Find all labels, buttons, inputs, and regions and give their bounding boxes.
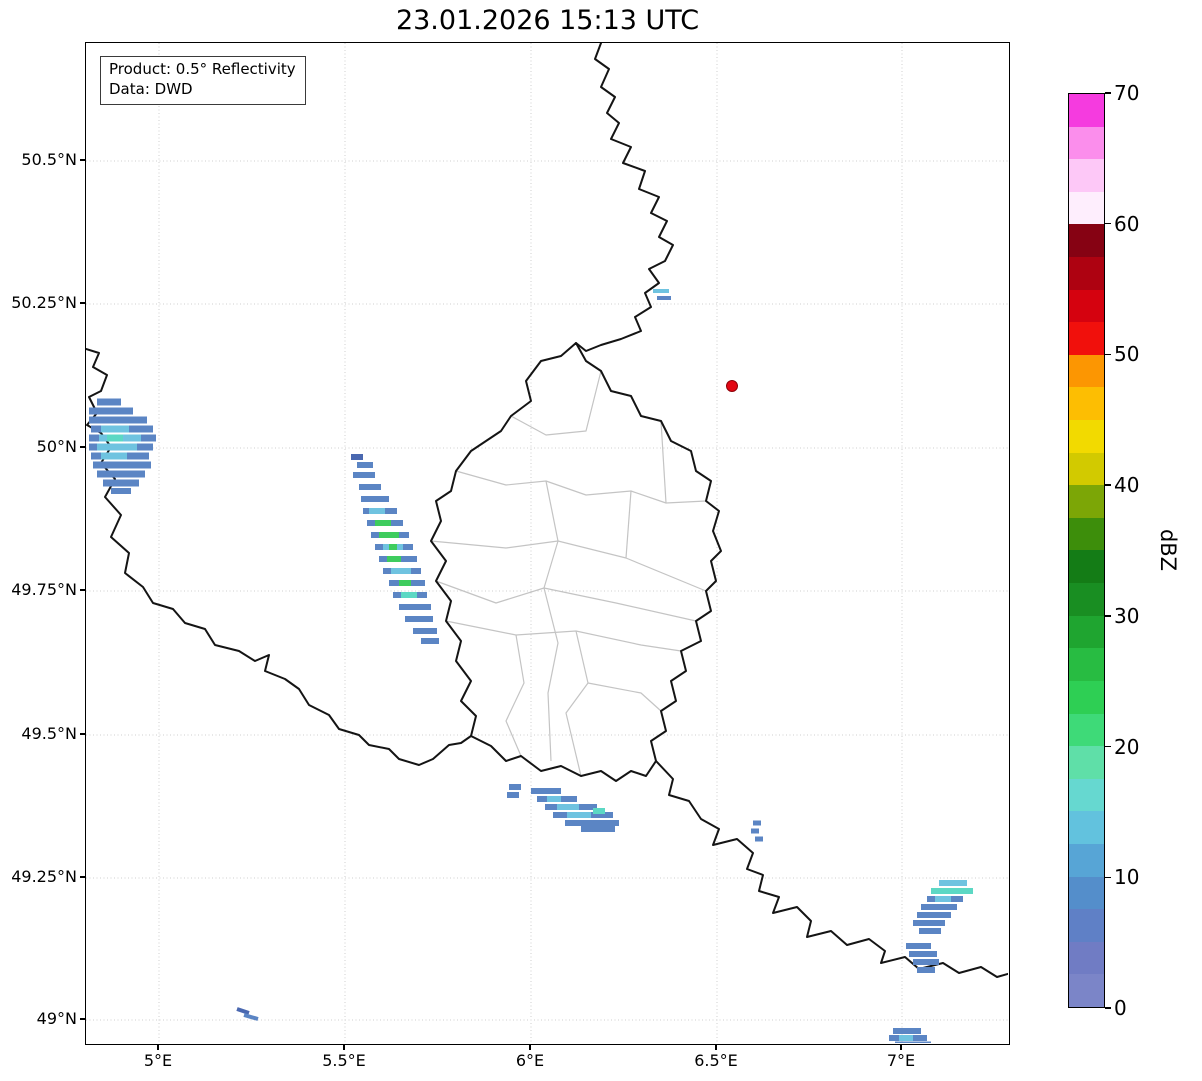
colorbar-band	[1069, 387, 1104, 421]
colorbar-band	[1069, 126, 1104, 160]
colorbar-tick-mark	[1105, 484, 1111, 486]
y-axis-tick-label: 49.5°N	[21, 724, 77, 743]
canton-border	[565, 630, 589, 777]
product-info-line2: Data: DWD	[109, 79, 193, 98]
y-axis-tick-label: 49.75°N	[11, 580, 77, 599]
x-axis-tick-mark	[900, 1045, 902, 1050]
y-axis-tick-mark	[80, 876, 85, 878]
y-axis-tick-label: 49°N	[36, 1009, 77, 1028]
colorbar-band	[1069, 648, 1104, 681]
colorbar-tick-mark	[1105, 1007, 1111, 1009]
canton-border	[587, 682, 662, 712]
colorbar-band	[1069, 420, 1104, 453]
colorbar-band	[1069, 909, 1104, 942]
colorbar-tick-label: 0	[1114, 996, 1127, 1020]
canton-border	[543, 480, 559, 762]
colorbar-band	[1069, 811, 1104, 844]
x-axis-tick-mark	[343, 1045, 345, 1050]
colorbar-band	[1069, 941, 1104, 975]
colorbar-band	[1069, 974, 1104, 1007]
colorbar-band	[1069, 289, 1104, 323]
colorbar-band	[1069, 191, 1104, 225]
radar-echo	[243, 1013, 259, 1021]
colorbar-band	[1069, 843, 1104, 877]
colorbar-band	[1069, 680, 1104, 714]
y-axis-tick-label: 50.5°N	[21, 150, 77, 169]
canton-border	[435, 580, 697, 622]
x-axis-tick-mark	[157, 1045, 159, 1050]
x-axis-tick-mark	[529, 1045, 531, 1050]
timestamp-title: 23.01.2026 15:13 UTC	[395, 5, 700, 36]
y-axis-tick-label: 49.25°N	[11, 867, 77, 886]
y-axis-tick-mark	[80, 302, 85, 304]
colorbar-band	[1069, 876, 1104, 910]
colorbar-band	[1069, 224, 1104, 257]
canton-border	[660, 420, 667, 504]
x-axis-tick-label: 7°E	[886, 1051, 916, 1070]
canton-border	[625, 490, 632, 559]
colorbar-tick-mark	[1105, 92, 1111, 94]
colorbar-tick-mark	[1105, 876, 1111, 879]
canton-border	[510, 370, 602, 436]
colorbar-band	[1069, 778, 1104, 812]
colorbar-tick-label: 40	[1114, 473, 1140, 498]
colorbar-band	[1069, 93, 1104, 127]
colorbar-tick-mark	[1105, 745, 1111, 748]
colorbar-band	[1069, 322, 1104, 355]
colorbar-tick-mark	[1105, 222, 1111, 225]
colorbar-band	[1069, 746, 1104, 779]
product-info-line1: Product: 0.5° Reflectivity	[109, 60, 296, 78]
y-axis-tick-label: 50°N	[36, 437, 77, 456]
radar-echo	[236, 1007, 250, 1015]
colorbar-axis-label: dBZ	[1156, 528, 1180, 572]
x-axis-tick-mark	[715, 1045, 717, 1050]
product-info-box: Product: 0.5° Reflectivity Data: DWD	[100, 56, 306, 105]
colorbar-tick-label: 30	[1114, 603, 1140, 628]
country-border	[430, 342, 722, 782]
radar-site-marker	[726, 380, 738, 392]
x-axis-tick-label: 5.5°E	[322, 1051, 366, 1070]
x-axis-tick-label: 6.5°E	[694, 1051, 738, 1070]
y-axis-tick-mark	[80, 446, 85, 448]
x-axis-tick-label: 6°E	[515, 1051, 545, 1070]
y-axis-tick-mark	[80, 1018, 85, 1020]
y-axis-tick-mark	[80, 733, 85, 735]
colorbar-band	[1069, 583, 1104, 616]
colorbar-tick-mark	[1105, 353, 1111, 356]
y-axis-tick-label: 50.25°N	[11, 293, 77, 312]
y-axis-tick-mark	[80, 159, 85, 161]
colorbar-band	[1069, 485, 1104, 518]
country-border	[655, 760, 1008, 978]
colorbar-band	[1069, 550, 1104, 584]
x-axis-tick-label: 5°E	[143, 1051, 173, 1070]
colorbar-tick-mark	[1105, 615, 1111, 617]
colorbar-band	[1069, 517, 1104, 551]
colorbar-band	[1069, 354, 1104, 388]
canton-border	[505, 634, 525, 757]
canton-border	[455, 470, 707, 504]
colorbar-band	[1069, 452, 1104, 486]
colorbar-band	[1069, 713, 1104, 747]
colorbar-tick-label: 50	[1114, 342, 1140, 367]
colorbar-tick-label: 10	[1114, 865, 1140, 890]
colorbar	[1068, 93, 1105, 1008]
country-border	[575, 43, 674, 352]
y-axis-tick-mark	[80, 589, 85, 591]
map-plot-area: Product: 0.5° Reflectivity Data: DWD	[85, 42, 1010, 1045]
canton-border	[445, 620, 682, 652]
colorbar-band	[1069, 256, 1104, 290]
colorbar-band	[1069, 159, 1104, 192]
colorbar-tick-label: 20	[1114, 734, 1140, 759]
colorbar-tick-label: 70	[1114, 81, 1140, 105]
canton-border	[430, 540, 707, 592]
radar-map-canvas	[86, 43, 1008, 1043]
colorbar-band	[1069, 615, 1104, 649]
colorbar-tick-label: 60	[1114, 211, 1140, 236]
